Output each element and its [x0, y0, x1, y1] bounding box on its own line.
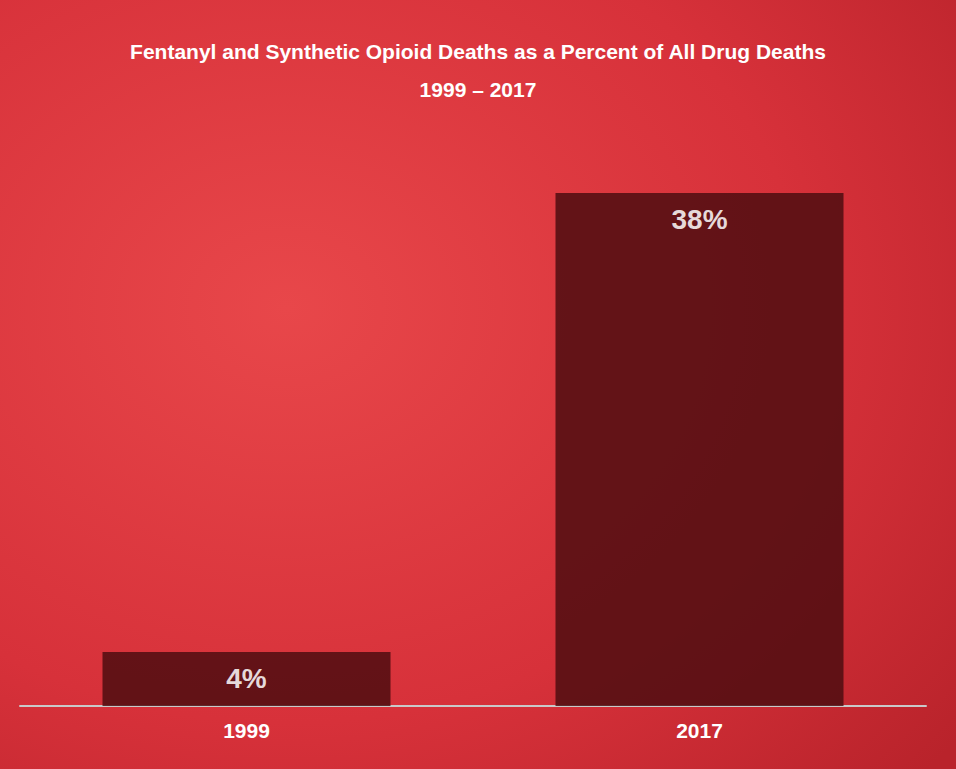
svg-text:1999: 1999 — [223, 719, 270, 742]
svg-text:1999 – 2017: 1999 – 2017 — [420, 78, 537, 101]
svg-text:4%: 4% — [226, 663, 267, 694]
svg-text:2017: 2017 — [676, 719, 723, 742]
svg-text:38%: 38% — [671, 204, 727, 235]
svg-text:Fentanyl and Synthetic Opioid: Fentanyl and Synthetic Opioid Deaths as … — [130, 40, 826, 63]
